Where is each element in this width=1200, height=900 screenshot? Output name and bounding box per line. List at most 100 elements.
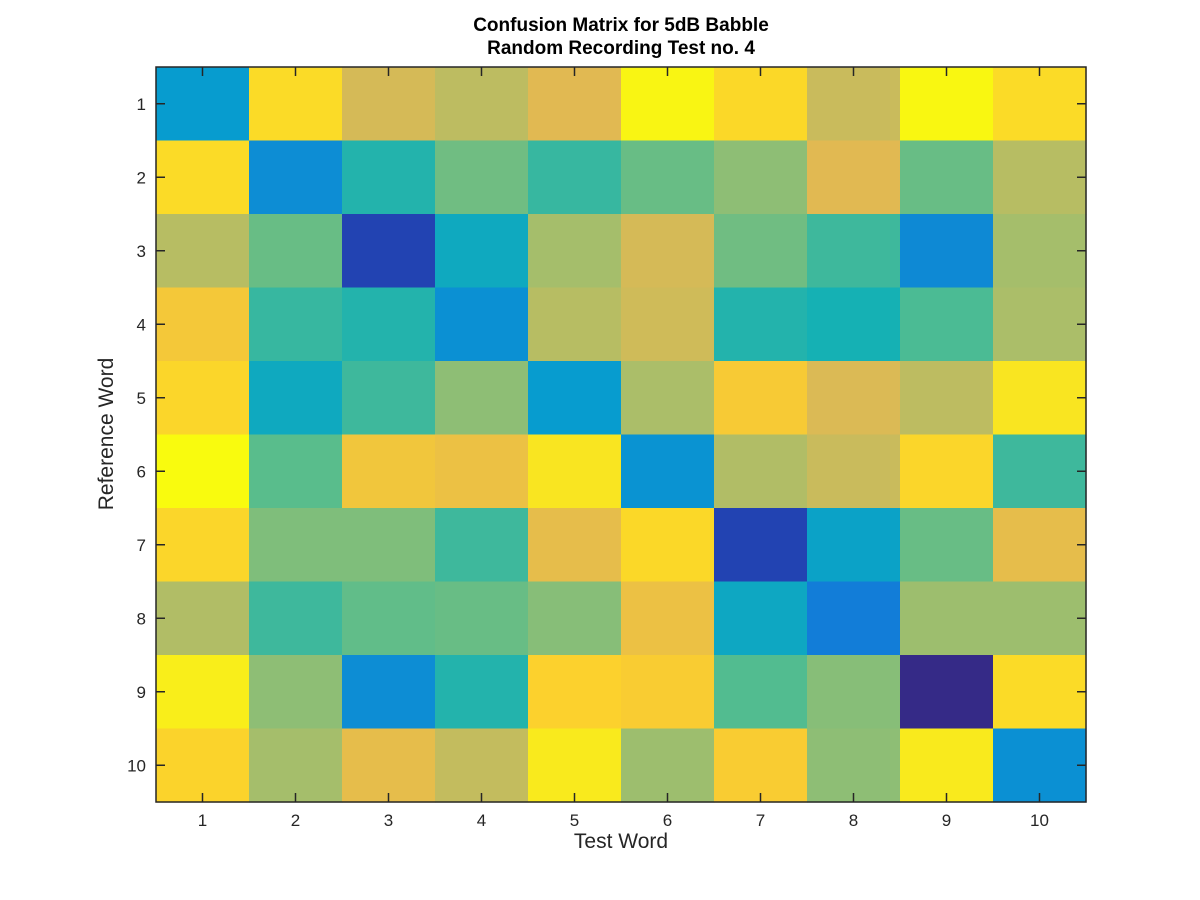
heatmap-cells: [156, 67, 1087, 803]
x-tick-labels: 1 2 3 4 5 6 7 8 9 10: [198, 811, 1049, 830]
y-tick-label: 6: [137, 462, 146, 481]
heatmap-cell-r5-c1: [156, 361, 250, 436]
heatmap-cell-r2-c1: [156, 140, 250, 215]
x-tick-label: 7: [756, 811, 765, 830]
heatmap-cell-r5-c3: [342, 361, 436, 436]
heatmap-cell-r2-c10: [993, 140, 1087, 215]
heatmap-cell-r4-c8: [807, 287, 901, 362]
heatmap-cell-r2-c2: [249, 140, 343, 215]
heatmap-cell-r3-c6: [621, 214, 715, 289]
heatmap-cell-r9-c3: [342, 655, 436, 730]
heatmap-cell-r10-c3: [342, 728, 436, 803]
heatmap-cell-r7-c8: [807, 508, 901, 583]
y-tick-label: 4: [137, 315, 146, 334]
heatmap-cell-r9-c4: [435, 655, 529, 730]
heatmap-cell-r1-c7: [714, 67, 808, 142]
heatmap-cell-r5-c10: [993, 361, 1087, 436]
heatmap-cell-r4-c7: [714, 287, 808, 362]
heatmap-cell-r6-c2: [249, 434, 343, 509]
heatmap-cell-r1-c4: [435, 67, 529, 142]
chart-title-line-2: Random Recording Test no. 4: [487, 38, 755, 59]
x-tick-label: 4: [477, 811, 486, 830]
heatmap-cell-r7-c10: [993, 508, 1087, 583]
heatmap-cell-r4-c3: [342, 287, 436, 362]
heatmap-cell-r5-c2: [249, 361, 343, 436]
heatmap-cell-r4-c6: [621, 287, 715, 362]
heatmap-cell-r3-c4: [435, 214, 529, 289]
y-tick-labels: 1 2 3 4 5 6 7 8 9 10: [127, 95, 146, 776]
axis-ticks: [156, 67, 1086, 802]
y-tick-label: 9: [137, 683, 146, 702]
y-tick-label: 1: [137, 95, 146, 114]
x-tick-label: 9: [942, 811, 951, 830]
heatmap-cell-r1-c8: [807, 67, 901, 142]
heatmap-cell-r3-c10: [993, 214, 1087, 289]
heatmap-cell-r6-c7: [714, 434, 808, 509]
heatmap-cell-r6-c4: [435, 434, 529, 509]
y-tick-label: 5: [137, 389, 146, 408]
heatmap-cell-r4-c1: [156, 287, 250, 362]
heatmap-cell-r9-c1: [156, 655, 250, 730]
heatmap-cell-r3-c8: [807, 214, 901, 289]
x-tick-label: 8: [849, 811, 858, 830]
plot-area-frame: [155, 66, 1087, 803]
heatmap-cell-r6-c10: [993, 434, 1087, 509]
heatmap-cell-r7-c5: [528, 508, 622, 583]
y-tick-label: 2: [137, 168, 146, 187]
heatmap-cell-r2-c5: [528, 140, 622, 215]
heatmap-cell-r3-c7: [714, 214, 808, 289]
x-tick-label: 10: [1030, 811, 1049, 830]
heatmap-cell-r8-c5: [528, 581, 622, 656]
heatmap-cell-r10-c5: [528, 728, 622, 803]
heatmap-cell-r9-c9: [900, 655, 994, 730]
heatmap-cell-r7-c3: [342, 508, 436, 583]
heatmap-cell-r3-c2: [249, 214, 343, 289]
heatmap-cell-r9-c2: [249, 655, 343, 730]
heatmap-cell-r6-c3: [342, 434, 436, 509]
heatmap-cell-r7-c7: [714, 508, 808, 583]
heatmap-cell-r4-c2: [249, 287, 343, 362]
heatmap-cell-r1-c6: [621, 67, 715, 142]
heatmap-cell-r2-c3: [342, 140, 436, 215]
x-tick-label: 1: [198, 811, 207, 830]
heatmap-cell-r5-c6: [621, 361, 715, 436]
heatmap-cell-r9-c5: [528, 655, 622, 730]
heatmap-cell-r10-c4: [435, 728, 529, 803]
heatmap-cell-r4-c5: [528, 287, 622, 362]
heatmap-cell-r9-c10: [993, 655, 1087, 730]
heatmap-cell-r2-c6: [621, 140, 715, 215]
heatmap-cell-r6-c6: [621, 434, 715, 509]
heatmap-cell-r5-c7: [714, 361, 808, 436]
heatmap-cell-r5-c8: [807, 361, 901, 436]
heatmap-cell-r1-c5: [528, 67, 622, 142]
heatmap-cell-r8-c4: [435, 581, 529, 656]
heatmap-cell-r6-c9: [900, 434, 994, 509]
heatmap-cell-r8-c7: [714, 581, 808, 656]
heatmap-cell-r2-c7: [714, 140, 808, 215]
heatmap-cell-r3-c1: [156, 214, 250, 289]
heatmap-cell-r5-c9: [900, 361, 994, 436]
heatmap-cell-r10-c7: [714, 728, 808, 803]
heatmap-cell-r9-c7: [714, 655, 808, 730]
y-axis-label: Reference Word: [95, 358, 118, 511]
y-tick-label: 7: [137, 536, 146, 555]
heatmap-cell-r1-c3: [342, 67, 436, 142]
heatmap-cell-r7-c2: [249, 508, 343, 583]
heatmap-cell-r7-c1: [156, 508, 250, 583]
y-tick-label: 10: [127, 756, 146, 775]
heatmap-cell-r8-c6: [621, 581, 715, 656]
heatmap-cell-r7-c9: [900, 508, 994, 583]
heatmap-cell-r6-c1: [156, 434, 250, 509]
heatmap-cell-r10-c6: [621, 728, 715, 803]
heatmap-cell-r10-c2: [249, 728, 343, 803]
heatmap-cell-r1-c10: [993, 67, 1087, 142]
x-tick-label: 6: [663, 811, 672, 830]
heatmap-cell-r4-c10: [993, 287, 1087, 362]
heatmap-cell-r6-c8: [807, 434, 901, 509]
x-axis-label: Test Word: [574, 830, 668, 853]
x-tick-label: 2: [291, 811, 300, 830]
heatmap-cell-r5-c4: [435, 361, 529, 436]
x-tick-label: 3: [384, 811, 393, 830]
heatmap-cell-r7-c4: [435, 508, 529, 583]
